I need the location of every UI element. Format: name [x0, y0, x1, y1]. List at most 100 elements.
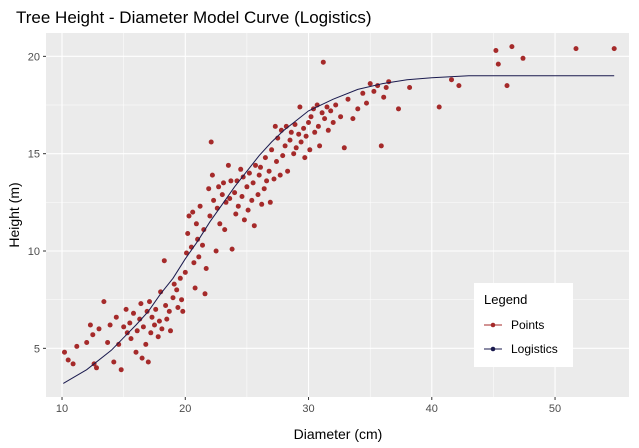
y-axis: 5 10 15 20	[28, 51, 46, 355]
data-point	[246, 170, 252, 176]
data-point	[65, 357, 71, 363]
data-point	[360, 90, 366, 96]
y-tick-label: 20	[28, 51, 40, 63]
data-point	[293, 145, 299, 151]
data-point	[266, 168, 272, 174]
data-point	[291, 151, 297, 157]
data-point	[219, 192, 225, 198]
data-point	[221, 180, 226, 186]
data-point	[118, 367, 124, 373]
data-point	[186, 213, 192, 219]
data-point	[259, 201, 265, 207]
data-point	[303, 133, 309, 139]
data-point	[319, 110, 325, 116]
data-point	[229, 246, 235, 252]
data-point	[493, 48, 499, 53]
data-point	[386, 79, 392, 85]
data-point	[96, 326, 102, 332]
data-point	[320, 59, 326, 65]
data-point	[504, 83, 510, 89]
data-point	[241, 217, 247, 223]
x-axis-title: Diameter (cm)	[294, 426, 383, 442]
data-point	[269, 147, 275, 153]
data-point	[298, 139, 304, 145]
data-point	[155, 334, 161, 340]
x-tick-label: 30	[302, 403, 314, 415]
data-point	[255, 192, 261, 198]
data-point	[367, 81, 373, 87]
data-point	[328, 108, 334, 114]
data-point	[253, 162, 258, 168]
data-point	[145, 359, 151, 365]
legend-label: Logistics	[511, 342, 558, 356]
data-point	[196, 254, 202, 260]
data-point	[209, 172, 215, 178]
data-point	[105, 340, 111, 345]
y-tick-label: 15	[28, 149, 40, 161]
data-point	[113, 314, 119, 320]
data-point	[267, 199, 273, 205]
data-point	[222, 227, 228, 233]
data-point	[202, 291, 208, 297]
data-point	[149, 314, 155, 320]
data-point	[285, 168, 291, 174]
data-point	[208, 139, 214, 145]
data-point	[573, 46, 579, 52]
data-point	[144, 308, 150, 314]
grid-major	[46, 33, 629, 397]
logistics-curve	[63, 75, 615, 384]
data-point	[180, 308, 186, 314]
x-tick-label: 20	[179, 403, 191, 415]
data-point	[74, 343, 80, 349]
data-point	[90, 332, 96, 338]
data-point	[101, 299, 107, 305]
data-point	[250, 180, 256, 186]
data-point	[217, 221, 223, 227]
data-point	[232, 190, 238, 196]
data-point	[201, 227, 207, 233]
legend-entries: Points Logistics	[484, 318, 558, 356]
data-point	[200, 242, 205, 248]
data-point	[355, 106, 361, 112]
data-point	[296, 131, 302, 137]
points-layer	[62, 44, 617, 373]
data-point	[271, 176, 277, 182]
data-point	[227, 196, 233, 201]
y-tick-label: 5	[34, 343, 40, 355]
data-point	[152, 322, 157, 328]
data-point	[333, 102, 339, 108]
data-point	[143, 341, 149, 347]
data-point	[70, 361, 76, 367]
data-point	[193, 221, 199, 227]
data-point	[185, 231, 191, 236]
data-point	[264, 178, 270, 184]
data-point	[280, 153, 286, 159]
data-point	[170, 295, 176, 301]
data-point	[239, 194, 245, 199]
data-point	[191, 260, 197, 266]
data-point	[156, 318, 162, 324]
x-tick-label: 50	[549, 403, 561, 415]
data-point	[249, 197, 255, 203]
data-point	[407, 85, 413, 90]
data-point	[262, 155, 268, 161]
data-point	[128, 336, 134, 342]
data-point	[350, 116, 356, 122]
data-point	[302, 155, 308, 161]
data-point	[131, 310, 136, 316]
data-point	[163, 303, 169, 308]
data-point	[164, 316, 170, 322]
data-point	[292, 122, 298, 127]
data-point	[233, 211, 239, 217]
data-point	[301, 125, 307, 131]
data-point	[225, 162, 231, 168]
data-point	[272, 123, 278, 129]
data-point	[207, 213, 213, 219]
data-point	[520, 55, 526, 61]
data-point	[161, 258, 167, 264]
data-point	[258, 164, 263, 170]
data-point	[213, 248, 219, 254]
data-point	[277, 172, 283, 178]
data-point	[383, 85, 389, 90]
data-point	[341, 145, 347, 151]
